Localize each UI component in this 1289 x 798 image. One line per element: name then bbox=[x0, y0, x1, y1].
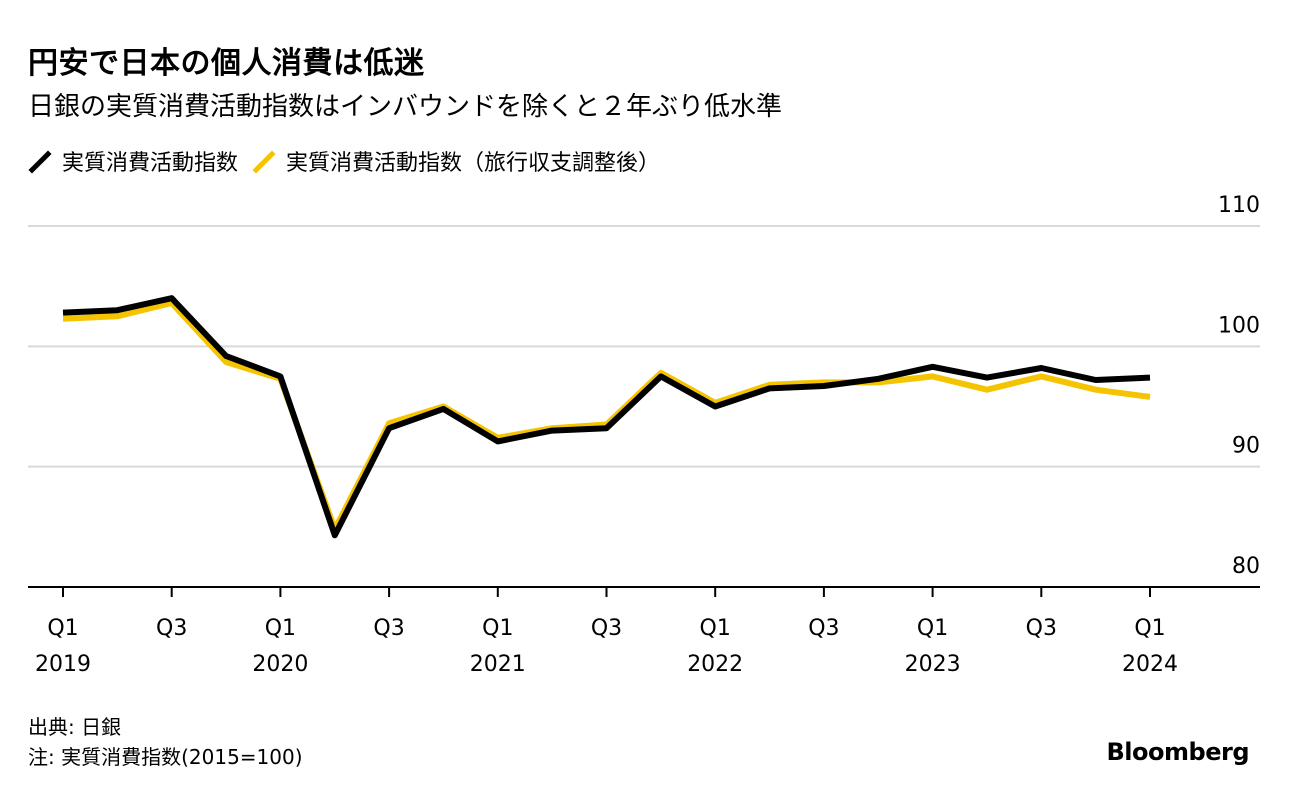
x-tick-label-year: 2023 bbox=[905, 652, 961, 677]
legend-label-black: 実質消費活動指数 bbox=[62, 151, 239, 176]
chart-title: 円安で日本の個人消費は低迷 bbox=[28, 46, 425, 81]
chart-subtitle: 日銀の実質消費活動指数はインバウンドを除くと２年ぶり低水準 bbox=[28, 92, 783, 122]
grid-layer bbox=[28, 225, 1260, 588]
x-tick-label-year: 2022 bbox=[687, 652, 743, 677]
legend-label-yellow: 実質消費活動指数（旅行収支調整後） bbox=[286, 151, 661, 176]
y-tick-label-100: 100 bbox=[1218, 313, 1260, 338]
y-tick-labels: 80 90 100 110 bbox=[1218, 193, 1260, 579]
series-layer bbox=[62, 295, 1151, 539]
x-tick-label-quarter: Q3 bbox=[1026, 616, 1057, 641]
x-tick-label-quarter: Q1 bbox=[482, 616, 513, 641]
x-tick-labels: Q1 2019 Q3 Q1 2020 Q3 Q1 2021 Q3 Q1 2022 Q3 Q1 2023 Q3… bbox=[35, 587, 1178, 677]
x-tick-label-year: 2024 bbox=[1122, 652, 1178, 677]
index-note: 注: 実質消費指数(2015=100) bbox=[28, 745, 303, 769]
x-tick-label-quarter: Q3 bbox=[591, 616, 622, 641]
x-tick-label-quarter: Q1 bbox=[265, 616, 296, 641]
legend-item-yellow: 実質消費活動指数（旅行収支調整後） bbox=[252, 145, 660, 177]
y-tick-label-110: 110 bbox=[1218, 193, 1260, 218]
x-tick-label-quarter: Q1 bbox=[917, 616, 948, 641]
footer-notes: 出典: 日銀 注: 実質消費指数(2015=100) bbox=[28, 712, 303, 772]
x-tick-label-quarter: Q3 bbox=[808, 616, 839, 641]
legend: 実質消費活動指数 実質消費活動指数（旅行収支調整後） bbox=[28, 145, 674, 177]
y-tick-label-80: 80 bbox=[1232, 554, 1260, 579]
legend-swatch-yellow-icon bbox=[252, 150, 276, 174]
x-tick-label-year: 2020 bbox=[252, 652, 308, 677]
x-tick-label-quarter: Q3 bbox=[156, 616, 187, 641]
series-line-yellow bbox=[62, 300, 1151, 533]
source-note: 出典: 日銀 bbox=[28, 715, 122, 739]
bloomberg-logo: Bloomberg bbox=[1106, 738, 1250, 766]
x-tick-label-year: 2019 bbox=[35, 652, 91, 677]
x-tick-label-year: 2021 bbox=[470, 652, 526, 677]
series-line-black bbox=[62, 295, 1151, 539]
x-tick-label-quarter: Q1 bbox=[47, 616, 78, 641]
x-tick-label-quarter: Q1 bbox=[1134, 616, 1165, 641]
x-tick-label-quarter: Q3 bbox=[373, 616, 404, 641]
y-tick-label-90: 90 bbox=[1232, 434, 1260, 459]
x-tick-label-quarter: Q1 bbox=[700, 616, 731, 641]
legend-item-black: 実質消費活動指数 bbox=[28, 145, 238, 177]
legend-swatch-black-icon bbox=[28, 150, 52, 174]
